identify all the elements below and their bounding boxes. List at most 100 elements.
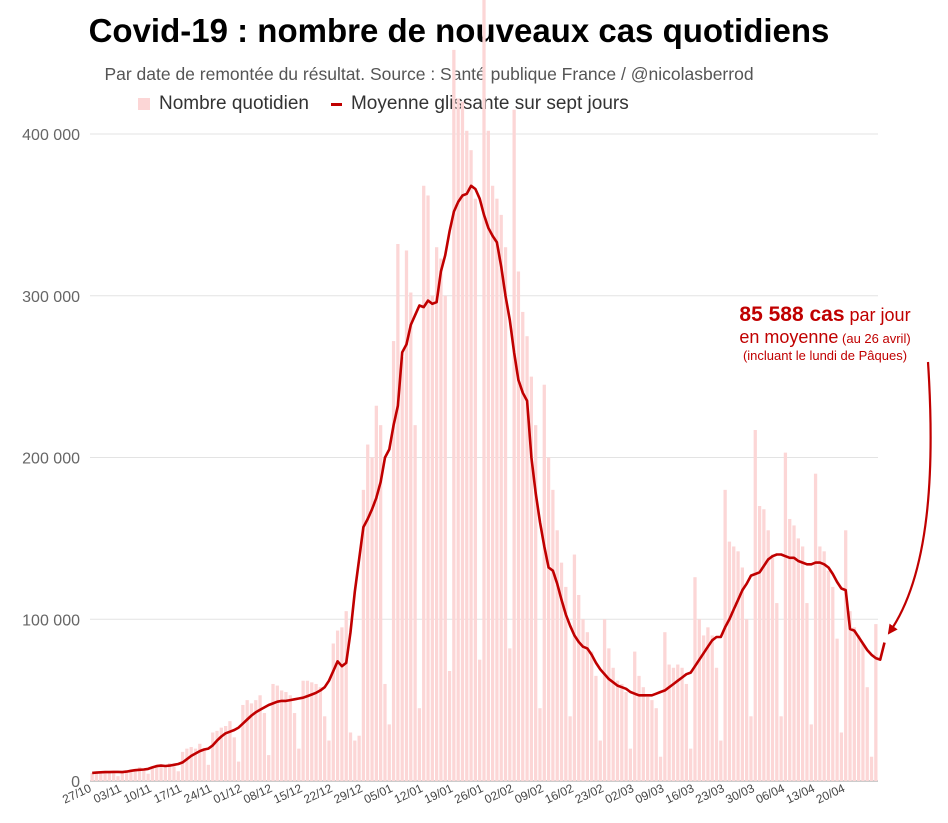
bar [331,643,335,781]
bar [305,680,310,781]
bar [327,740,331,781]
y-tick-label: 100 000 [22,612,80,629]
bar [387,724,391,781]
bar [671,667,676,781]
bar [848,611,852,781]
chart-title: Covid-19 : nombre de nouveaux cas quotid… [88,12,830,49]
bar [150,767,155,781]
bar [637,675,641,781]
bar [710,635,714,781]
bar [211,732,215,781]
x-tick-label: 20/04 [814,781,847,807]
x-tick-label: 09/03 [633,781,666,807]
bar [676,664,680,781]
bar [271,683,275,781]
bar [534,425,538,781]
bar [736,551,740,781]
bar [805,603,809,781]
y-tick-label: 0 [71,774,80,791]
bar [391,341,396,781]
legend-bar-swatch [138,98,150,110]
bar [353,740,357,781]
legend-line-swatch [330,102,342,106]
bar [241,704,245,781]
bar [120,772,124,781]
bar [473,198,478,781]
bar [770,554,775,781]
bar [404,250,409,781]
bar [788,518,792,781]
bar [852,627,856,781]
bar [189,747,193,781]
bar [490,185,495,781]
bar [624,692,628,781]
bar [723,489,727,781]
bar [667,664,671,781]
bar [344,611,348,781]
x-tick-label: 22/12 [301,781,334,807]
bar [641,687,645,781]
bar [198,743,202,781]
bar [874,624,878,781]
bar [335,630,340,781]
bar [861,643,865,781]
bar [615,680,620,781]
bar [611,667,615,781]
bar [288,695,292,781]
bar [818,546,822,781]
bar [443,295,447,781]
x-tick-label: 29/12 [332,781,365,807]
bar [90,772,94,781]
bar [357,735,361,781]
bar [813,473,818,781]
bar [826,570,831,781]
bar [503,247,508,782]
bar [193,748,198,781]
bar [245,700,249,781]
bar [749,716,753,781]
bar [400,357,404,781]
y-tick-label: 300 000 [22,289,80,306]
bar [107,771,112,781]
x-tick-label: 23/03 [693,781,726,807]
annotation-arrow [887,361,932,635]
bar [835,638,839,781]
bar [869,756,874,781]
x-tick-label: 23/02 [573,781,606,807]
bar [508,648,512,781]
bar [159,764,163,781]
x-tick-label: 10/11 [121,781,154,806]
bar [762,509,766,781]
bar [465,130,469,781]
bar [521,311,525,781]
bar [275,685,279,781]
x-tick-label: 19/01 [422,781,455,807]
bar [590,651,594,781]
bar [262,713,267,781]
annotation-line-2: en moyenne (au 26 avril) [700,327,948,348]
bar [340,627,344,781]
bar [314,683,318,781]
annotation-date: (au 26 avril) [838,331,911,347]
bar [116,776,120,781]
bar [701,635,706,781]
bar [460,101,465,781]
bar [568,716,572,781]
bar [267,755,271,781]
bar [413,425,417,781]
bar [559,562,564,781]
bar [228,721,232,781]
bar [374,405,378,781]
bar [323,716,327,781]
annotation: 85 588 cas par jour en moyenne (au 26 av… [700,303,948,363]
bar [633,651,637,781]
x-tick-label: 09/02 [512,781,545,807]
bar [719,740,723,781]
annotation-value: 85 588 cas [739,303,845,326]
x-tick-label: 17/11 [152,781,185,806]
line-series [92,184,886,775]
bar [546,457,551,781]
bar [499,214,503,781]
bar [206,764,211,781]
